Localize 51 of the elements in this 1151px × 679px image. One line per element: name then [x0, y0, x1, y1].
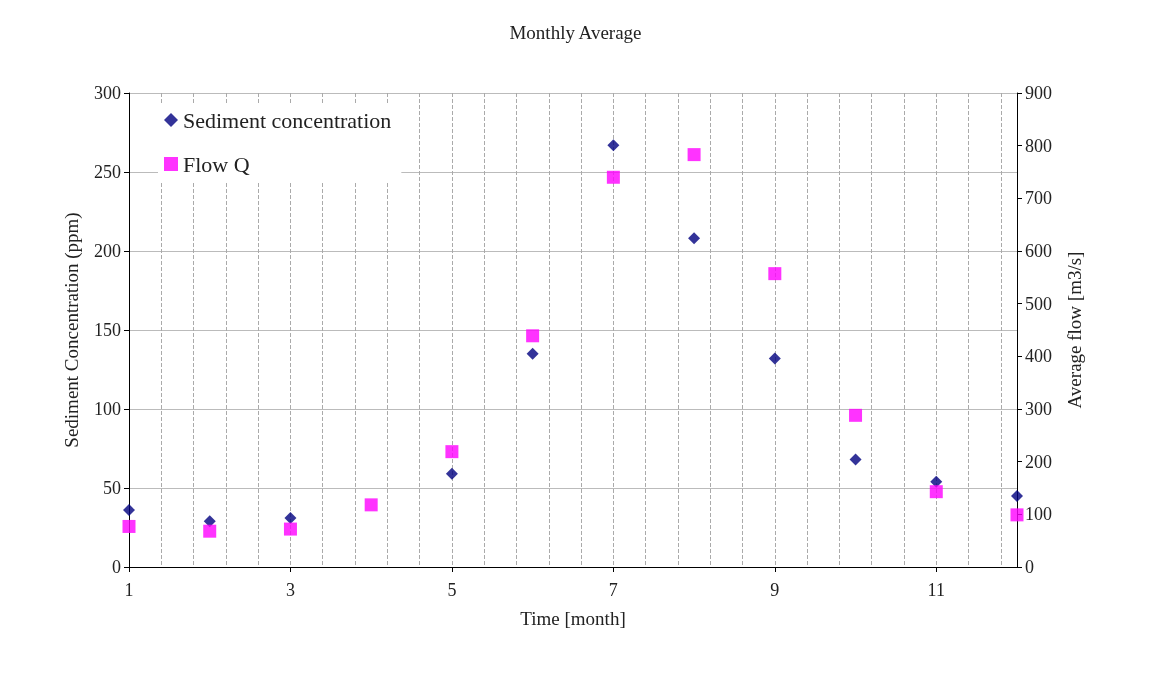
y2-tick-label: 200 [1025, 451, 1052, 472]
x-tick-label: 3 [285, 580, 295, 600]
point [122, 519, 136, 533]
y-tick-label: 0 [112, 557, 121, 577]
point [283, 522, 297, 536]
x-tick-label: 1 [124, 580, 134, 600]
x-tick-label: 7 [608, 580, 618, 600]
x-axis-title: Time [month] [520, 608, 626, 629]
y-tick-label: 300 [94, 83, 121, 103]
y-axis-title: Sediment Concentration (ppm) [61, 212, 83, 448]
y2-tick-label: 0 [1025, 557, 1034, 577]
point [445, 445, 459, 459]
chart-title: Monthly Average [509, 22, 642, 43]
y2-tick-label: 800 [1025, 135, 1052, 156]
point [284, 512, 297, 525]
x-tick-label: 11 [927, 580, 945, 600]
y-tick-label: 50 [103, 478, 121, 498]
legend-label: Sediment concentration [183, 107, 392, 133]
y2-tick-label: 100 [1025, 504, 1052, 525]
point [1010, 508, 1024, 522]
point [687, 148, 701, 162]
point [849, 453, 862, 466]
y2-tick-label: 300 [1025, 399, 1052, 419]
legend-label: Flow Q [183, 151, 250, 177]
point [768, 267, 782, 281]
point [768, 352, 781, 365]
point [1011, 489, 1023, 502]
y-tick-label: 200 [94, 241, 121, 261]
point [364, 498, 378, 512]
point [607, 139, 620, 152]
point [203, 524, 217, 538]
x-tick-label: 9 [770, 580, 780, 600]
y-tick-label: 100 [94, 399, 121, 419]
x-tick-label: 5 [447, 580, 457, 600]
y2-tick-label: 600 [1025, 241, 1052, 261]
y-tick-label: 150 [94, 320, 121, 340]
point [203, 515, 216, 528]
y2-axis-title: Average flow [m3/s] [1064, 251, 1085, 409]
point [606, 170, 620, 184]
point [526, 347, 539, 360]
y-tick-label: 250 [94, 162, 121, 182]
y2-tick-label: 400 [1025, 346, 1052, 367]
point [123, 504, 135, 517]
point [849, 408, 863, 422]
point [526, 329, 540, 343]
y2-tick-label: 700 [1025, 188, 1052, 209]
point [929, 485, 943, 499]
y2-tick-label: 500 [1025, 293, 1052, 314]
point [688, 232, 701, 245]
point [445, 467, 458, 480]
y2-tick-label: 900 [1025, 83, 1052, 103]
